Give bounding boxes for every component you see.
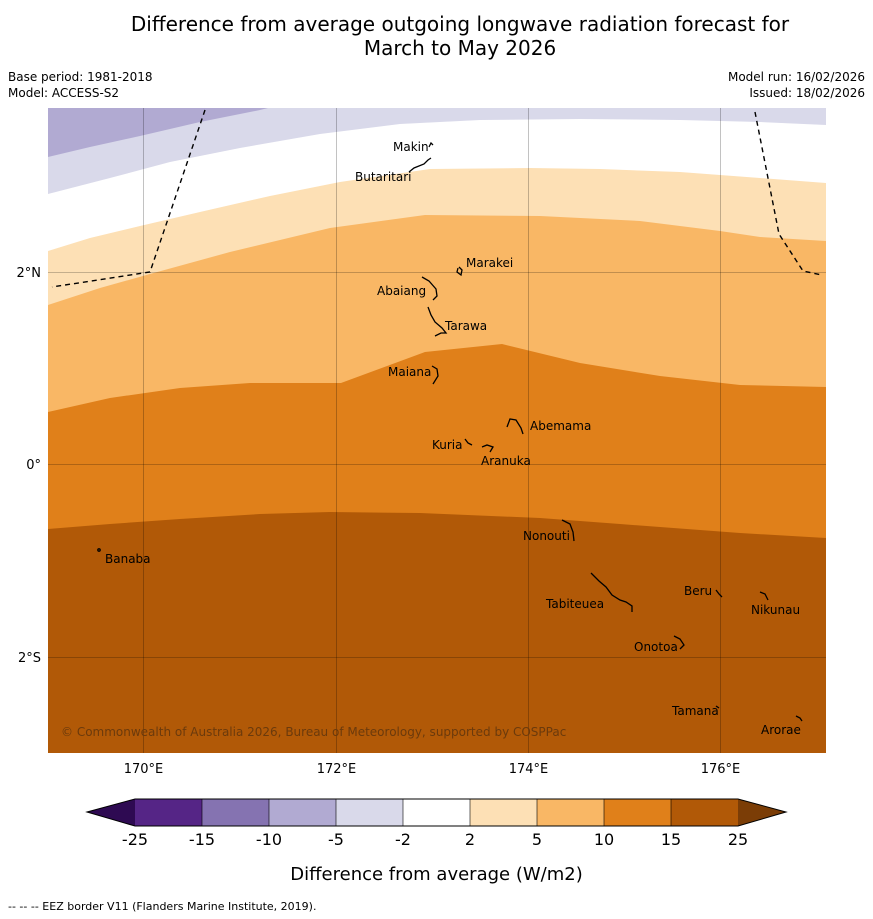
issued-date: Issued: 18/02/2026 [749,86,865,100]
colorbar-bin-4 [336,799,404,826]
tamana-outline [715,705,720,709]
meta-right: Model run: 16/02/2026 Issued: 18/02/2026 [728,69,865,101]
y-tick-2s: 2°S [18,651,41,666]
colorbar-tick: 25 [728,830,748,849]
island-label-makin: Makin [393,140,429,154]
colorbar-tick: 2 [465,830,475,849]
beru-outline [715,589,723,598]
island-label-butaritari: Butaritari [355,170,412,184]
forecast-map-fill [48,108,826,753]
island-label-tamana: Tamana [671,704,719,718]
colorbar-outline [85,798,788,827]
colorbar-bin-5 [403,799,471,826]
colorbar-tick: 15 [661,830,681,849]
colorbar-label: Difference from average (W/m2) [290,864,583,885]
band-minus10-to-minus5 [48,108,268,157]
tarawa-outline [427,306,448,337]
meta-left: Base period: 1981-2018 Model: ACCESS-S2 [8,69,153,101]
x-tick-170e: 170°E [124,762,164,777]
island-label-nonouti: Nonouti [523,529,570,543]
model-name: Model: ACCESS-S2 [8,86,120,100]
colorbar-bin-6 [470,799,538,826]
eez-border-east [754,111,823,276]
axis-tick-labels: 170°E 172°E 174°E 176°E 2°N 0° 2°S [17,266,741,777]
model-run: Model run: 16/02/2026 [727,70,865,84]
colorbar: -25 -15 -10 -5 -2 2 5 10 15 25 [85,798,788,849]
colorbar-tick: 5 [532,830,542,849]
base-period: Base period: 1981-2018 [8,70,153,84]
x-tick-176e: 176°E [701,762,741,777]
makin-outline [428,141,434,148]
colorbar-tick: 10 [594,830,614,849]
colorbar-extend-low [87,799,135,826]
onotoa-outline [673,635,685,650]
island-label-kuria: Kuria [432,438,463,452]
colorbar-bin-3 [269,799,337,826]
colorbar-extend-high [738,799,786,826]
colorbar-bin-1 [135,799,203,826]
chart-title: Difference from average outgoing longwav… [0,12,873,60]
island-label-marakei: Marakei [466,256,513,270]
maiana-outline [431,365,439,385]
abemama-outline [506,418,524,435]
island-label-tabiteuea: Tabiteuea [545,597,604,611]
arorae-outline [795,715,803,722]
nikunau-outline [759,591,769,601]
colorbar-bin-7 [537,799,605,826]
title-line-1: Difference from average outgoing longwav… [130,12,790,36]
nonouti-outline [561,519,575,542]
kuria-outline [464,438,473,446]
title-line-2: March to May 2026 [363,36,557,60]
island-label-tarawa: Tarawa [444,319,487,333]
colorbar-tick: -15 [189,830,215,849]
island-label-abaiang: Abaiang [377,284,426,298]
butaritari-outline [408,157,432,173]
island-label-onotoa: Onotoa [634,640,678,654]
banaba-outline [97,548,101,552]
eez-border-west [51,109,206,288]
y-tick-0: 0° [26,458,41,473]
eez-border [51,109,823,288]
island-label-abemama: Abemama [530,419,591,433]
tabiteuea-outline [590,572,633,612]
marakei-outline [456,266,463,277]
colorbar-tick: -25 [122,830,148,849]
colorbar-bin-9 [671,799,738,826]
island-label-banaba: Banaba [105,552,151,566]
island-label-arorae: Arorae [761,723,801,737]
colorbar-tick: -2 [395,830,411,849]
colorbar-bin-8 [604,799,672,826]
copyright-notice: © Commonwealth of Australia 2026, Bureau… [61,725,566,739]
x-tick-172e: 172°E [317,762,357,777]
eez-footnote: -- -- -- EEZ border V11 (Flanders Marine… [8,900,317,913]
island-label-nikunau: Nikunau [751,603,800,617]
abaiang-outline [421,276,438,301]
island-labels: Makin Butaritari Marakei Abaiang Tarawa … [105,140,801,737]
colorbar-bin-2 [202,799,270,826]
island-outlines [97,141,803,722]
colorbar-tick: -5 [328,830,344,849]
y-tick-2n: 2°N [17,266,42,281]
band-minus5-to-minus2 [48,108,826,194]
island-label-maiana: Maiana [388,365,431,379]
island-label-beru: Beru [684,584,712,598]
graticule [48,108,826,753]
colorbar-tick: -10 [256,830,282,849]
x-tick-174e: 174°E [509,762,549,777]
island-label-aranuka: Aranuka [481,454,531,468]
aranuka-outline [481,444,494,453]
